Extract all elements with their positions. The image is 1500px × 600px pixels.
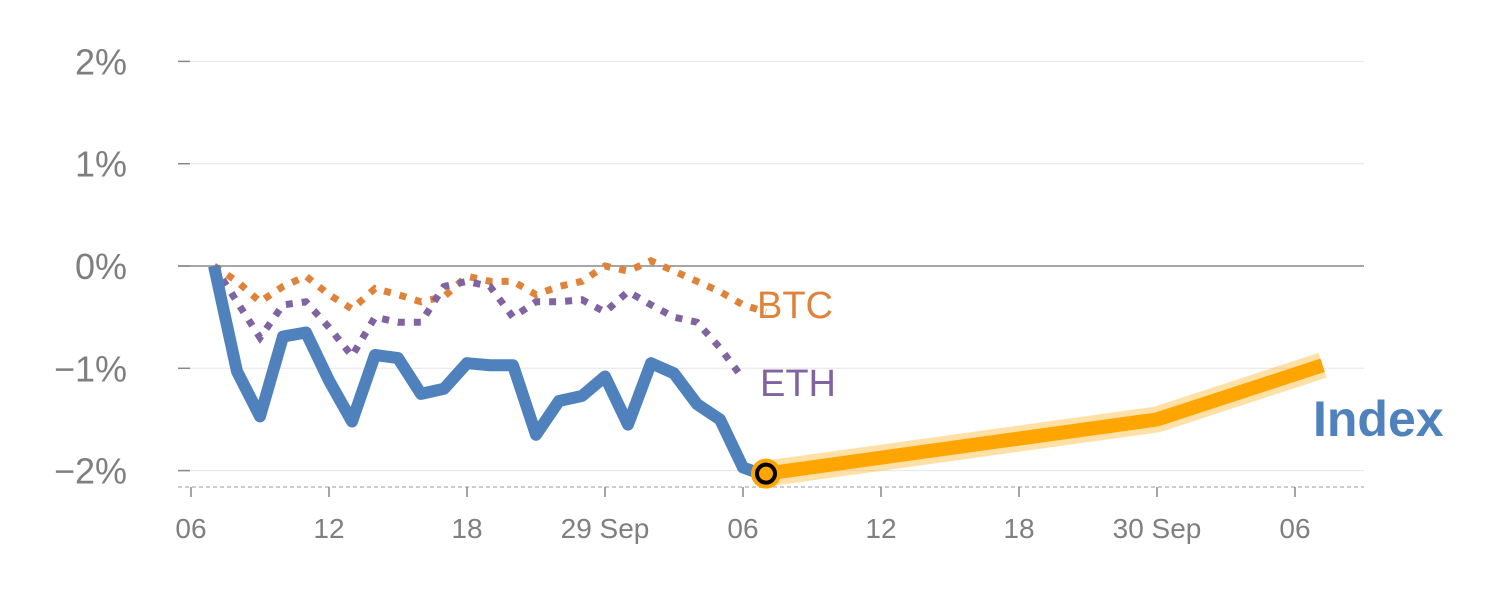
- x-tick-label: 12: [313, 513, 344, 544]
- x-tick-label: 30 Sep: [1113, 513, 1202, 544]
- x-tick-label: 06: [1279, 513, 1310, 544]
- x-tick-label: 12: [865, 513, 896, 544]
- index-forecast-line: [765, 358, 1325, 481]
- y-tick-label: 1%: [75, 144, 127, 185]
- x-tick-label: 06: [175, 513, 206, 544]
- series-label-btc: BTC: [757, 285, 833, 327]
- y-tick-label: 0%: [75, 246, 127, 287]
- current-point-marker: [755, 462, 777, 485]
- index-line: [208, 264, 769, 482]
- eth-line: [211, 264, 746, 381]
- y-tick-label: −1%: [54, 348, 127, 389]
- y-tick-label: −2%: [54, 451, 127, 492]
- x-tick-label: 06: [727, 513, 758, 544]
- x-tick-label: 18: [451, 513, 482, 544]
- btc-line: [212, 257, 768, 316]
- series-label-eth: ETH: [760, 363, 836, 405]
- y-tick-label: 2%: [75, 41, 127, 82]
- x-tick-label: 29 Sep: [561, 513, 650, 544]
- x-tick-label: 18: [1003, 513, 1034, 544]
- series-label-index: Index: [1313, 391, 1444, 447]
